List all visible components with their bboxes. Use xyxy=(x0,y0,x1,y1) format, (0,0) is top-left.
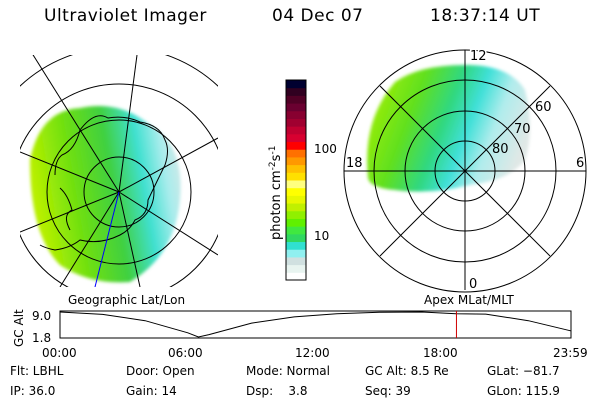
status-glat: GLat: −81.7 xyxy=(487,364,560,378)
colorbar-band xyxy=(286,226,306,235)
apex-caption: Apex MLat/MLT xyxy=(424,293,514,307)
colorbar-band xyxy=(286,249,306,258)
colorbar-band xyxy=(286,149,306,158)
x-tick-2: 12:00 xyxy=(295,346,330,360)
colorbar-band xyxy=(286,233,306,243)
time-label: 18:37:14 UT xyxy=(430,6,541,26)
mlt-label-0: 0 xyxy=(469,277,477,292)
colorbar-band xyxy=(286,80,306,89)
colorbar-band xyxy=(286,195,306,204)
status-mode: Mode: Normal xyxy=(246,364,330,378)
mlat-label-70: 70 xyxy=(514,122,531,137)
colorbar-band xyxy=(286,118,306,127)
colorbar-tick-10: 10 xyxy=(314,229,329,243)
status-ip: IP: 36.0 xyxy=(10,384,56,398)
colorbar-band xyxy=(286,218,306,227)
aurora-image-mlt xyxy=(367,64,530,192)
altitude-plot xyxy=(59,310,572,339)
x-tick-1: 06:00 xyxy=(168,346,203,360)
colorbar-band xyxy=(286,133,306,143)
status-dsp: Dsp: 3.8 xyxy=(246,384,308,398)
colorbar-band xyxy=(286,256,306,266)
mlt-label-18: 18 xyxy=(346,156,363,171)
mlat-label-80: 80 xyxy=(492,142,509,157)
altitude-line xyxy=(59,311,571,338)
colorbar-band xyxy=(286,95,306,104)
mlat-label-60: 60 xyxy=(535,100,552,115)
colorbar-band xyxy=(286,272,306,281)
date-label: 04 Dec 07 xyxy=(272,6,364,26)
colorbar-band xyxy=(286,164,306,173)
colorbar-tick-100: 100 xyxy=(314,142,337,156)
x-tick-3: 18:00 xyxy=(423,346,458,360)
colorbar-band xyxy=(286,141,306,150)
colorbar-band xyxy=(286,203,306,212)
colorbar-band xyxy=(286,210,306,219)
colorbar-unit-label: photon cm-2s-1 xyxy=(268,146,284,240)
status-seq: Seq: 39 xyxy=(365,384,411,398)
mlt-label-6: 6 xyxy=(576,156,584,171)
x-tick-0: 00:00 xyxy=(42,346,77,360)
colorbar-band xyxy=(286,180,306,189)
y-tick-bottom: 1.8 xyxy=(32,331,51,345)
colorbar xyxy=(285,79,307,281)
colorbar-band xyxy=(286,110,306,119)
geographic-caption: Geographic Lat/Lon xyxy=(68,293,185,307)
colorbar-band xyxy=(286,103,306,112)
y-tick-top: 9.0 xyxy=(32,309,51,323)
status-glon: GLon: 115.9 xyxy=(487,384,560,398)
x-tick-4: 23:59 xyxy=(553,346,588,360)
colorbar-band xyxy=(286,264,306,273)
sun-direction-line xyxy=(94,191,120,287)
colorbar-band xyxy=(286,172,306,181)
colorbar-band xyxy=(286,87,306,96)
status-gain: Gain: 14 xyxy=(126,384,177,398)
aurora-image-geographic xyxy=(30,106,181,283)
apex-mlt-plot: 12 18 6 0 80 70 60 xyxy=(343,48,587,293)
altitude-axis-label: GC Alt xyxy=(12,309,26,347)
geographic-map xyxy=(20,55,218,287)
instrument-title: Ultraviolet Imager xyxy=(44,6,207,26)
mlt-label-12: 12 xyxy=(470,49,487,64)
status-door: Door: Open xyxy=(126,364,195,378)
antarctica-coastline xyxy=(39,115,168,251)
colorbar-band xyxy=(286,241,306,250)
colorbar-band xyxy=(286,126,306,135)
status-gc-alt: GC Alt: 8.5 Re xyxy=(365,364,449,378)
colorbar-band xyxy=(286,156,306,166)
colorbar-band xyxy=(286,187,306,196)
status-filter: Flt: LBHL xyxy=(10,364,64,378)
